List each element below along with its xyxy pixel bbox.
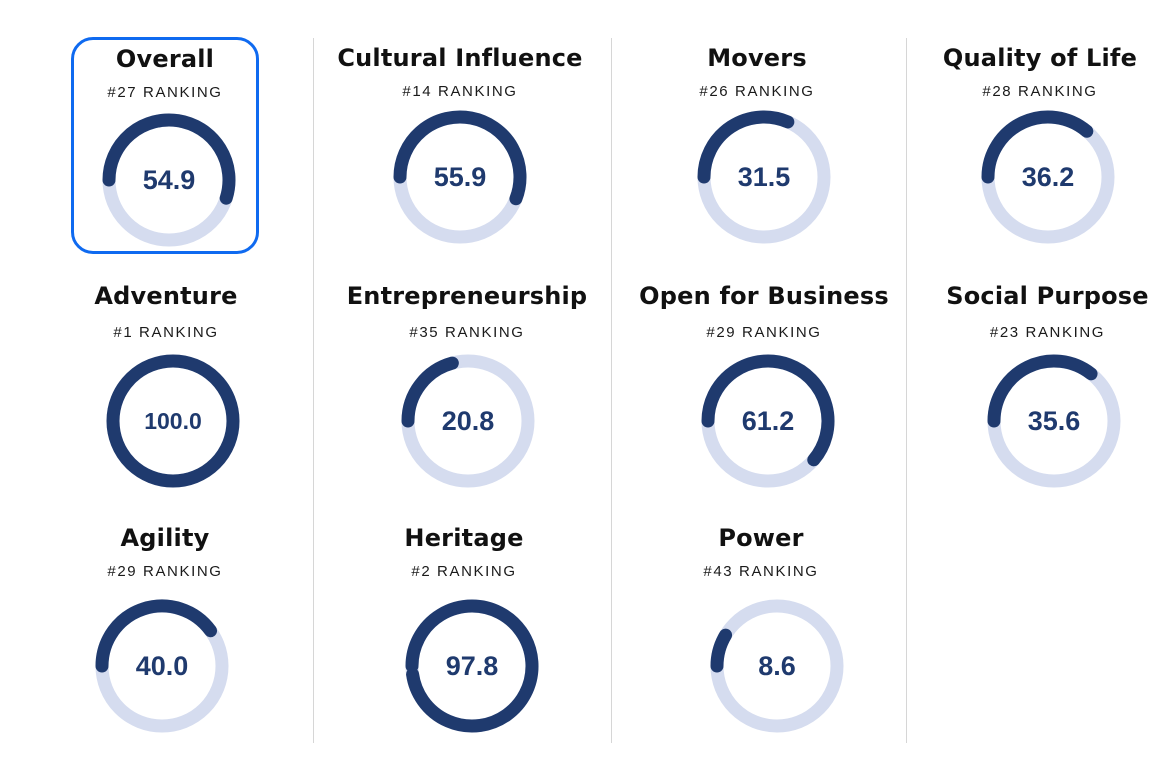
score-card-agility[interactable]: Agility #29 RANKING 40.0 <box>35 520 295 760</box>
gauge-arc <box>697 110 795 184</box>
score-value: 36.2 <box>1022 162 1075 192</box>
score-gauge: 20.8 <box>401 354 535 488</box>
card-title: Social Purpose <box>946 282 1149 310</box>
score-gauge: 55.9 <box>393 110 527 244</box>
card-title: Quality of Life <box>942 44 1138 72</box>
score-card-power[interactable]: Power #43 RANKING 8.6 <box>631 520 891 760</box>
score-card-social-purpose[interactable]: Social Purpose #23 RANKING 35.6 <box>925 278 1170 518</box>
gauge-arc <box>710 628 733 673</box>
score-card-quality-of-life[interactable]: Quality of Life #28 RANKING 36.2 <box>910 40 1170 280</box>
score-value: 20.8 <box>442 406 495 436</box>
gauge-arc <box>401 356 459 428</box>
score-card-open-for-business[interactable]: Open for Business #29 RANKING 61.2 <box>634 278 894 518</box>
score-gauge: 31.5 <box>697 110 831 244</box>
card-ranking: #1 RANKING <box>113 324 219 341</box>
card-ranking: #27 RANKING <box>107 84 223 101</box>
score-value: 8.6 <box>758 651 796 681</box>
score-gauge: 35.6 <box>987 354 1121 488</box>
card-title: Movers <box>707 44 807 72</box>
card-ranking: #28 RANKING <box>982 83 1098 100</box>
score-gauge: 8.6 <box>710 599 844 733</box>
score-gauge: 36.2 <box>981 110 1115 244</box>
score-value: 40.0 <box>136 651 189 681</box>
score-card-adventure[interactable]: Adventure #1 RANKING 100.0 <box>36 278 296 518</box>
card-ranking: #23 RANKING <box>989 324 1106 341</box>
card-title: Heritage <box>404 524 524 552</box>
card-ranking: #14 RANKING <box>402 83 518 100</box>
gauge-arc <box>95 599 218 673</box>
card-ranking: #26 RANKING <box>699 83 815 100</box>
column-divider-3 <box>906 38 907 743</box>
score-value: 97.8 <box>446 651 499 681</box>
score-value: 100.0 <box>144 408 202 434</box>
column-divider-1 <box>313 38 314 743</box>
score-gauge: 54.9 <box>102 113 236 247</box>
card-title: Overall <box>115 45 215 73</box>
gauge-arc <box>701 354 835 467</box>
score-value: 35.6 <box>1028 406 1081 436</box>
score-card-movers[interactable]: Movers #26 RANKING 31.5 <box>627 40 887 280</box>
score-gauge: 40.0 <box>95 599 229 733</box>
card-ranking: #2 RANKING <box>411 563 517 580</box>
score-gauge: 97.8 <box>405 599 539 733</box>
card-ranking: #43 RANKING <box>703 563 819 580</box>
card-title: Entrepreneurship <box>346 282 588 310</box>
card-title: Power <box>718 524 804 552</box>
gauge-arc <box>987 354 1098 428</box>
gauge-arc <box>102 113 236 205</box>
score-card-heritage[interactable]: Heritage #2 RANKING 97.8 <box>334 520 594 760</box>
card-ranking: #35 RANKING <box>409 324 525 341</box>
card-title: Cultural Influence <box>337 44 583 72</box>
column-divider-2 <box>611 38 612 743</box>
card-title: Agility <box>120 524 210 552</box>
card-ranking: #29 RANKING <box>107 563 223 580</box>
card-ranking: #29 RANKING <box>706 324 822 341</box>
gauge-arc <box>405 599 539 733</box>
score-gauge: 61.2 <box>701 354 835 488</box>
score-gauge: 100.0 <box>106 354 240 488</box>
card-title: Adventure <box>94 282 238 310</box>
gauge-arc <box>393 110 527 206</box>
card-title: Open for Business <box>639 282 889 310</box>
score-value: 61.2 <box>742 406 795 436</box>
score-value: 31.5 <box>738 162 791 192</box>
score-value: 54.9 <box>143 165 196 195</box>
score-value: 55.9 <box>434 162 487 192</box>
score-card-overall[interactable]: Overall #27 RANKING 54.9 <box>71 37 259 254</box>
score-card-cultural-influence[interactable]: Cultural Influence #14 RANKING 55.9 <box>330 40 590 280</box>
gauge-arc <box>981 110 1094 184</box>
score-card-entrepreneurship[interactable]: Entrepreneurship #35 RANKING 20.8 <box>337 278 597 518</box>
gauge-arc <box>106 354 240 488</box>
